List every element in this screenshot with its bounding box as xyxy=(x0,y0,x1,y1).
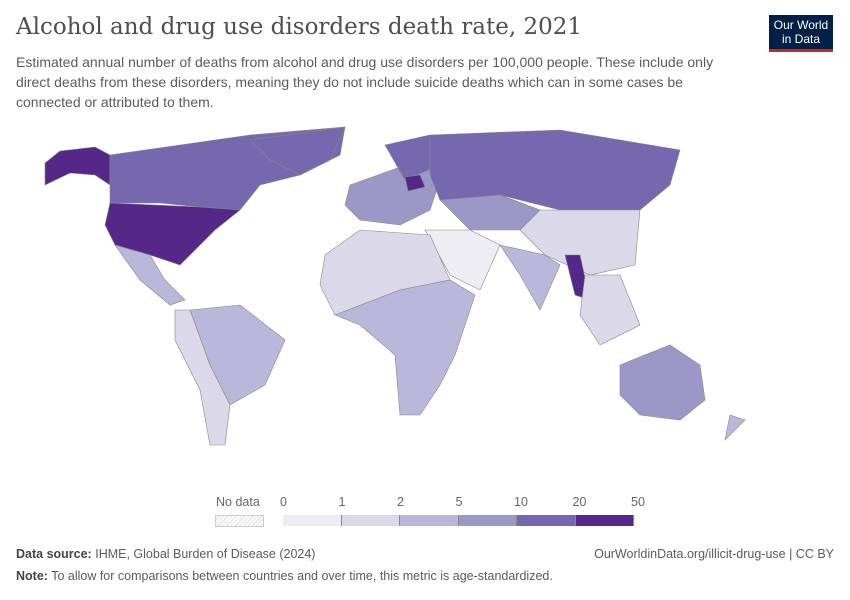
region-new-zealand[interactable] xyxy=(724,414,746,441)
legend-tick: 20 xyxy=(572,495,587,509)
source-label: Data source: xyxy=(16,547,92,561)
legend-tick: 2 xyxy=(397,495,404,509)
legend-no-data-label: No data xyxy=(216,495,260,509)
world-map[interactable] xyxy=(0,115,850,495)
source-text[interactable]: IHME, Global Burden of Disease (2024) xyxy=(95,547,316,561)
legend-bin[interactable] xyxy=(341,515,400,526)
legend-bin[interactable] xyxy=(400,515,459,526)
legend-bin[interactable] xyxy=(575,515,634,526)
legend: No data 0 1 2 5 10 20 50 xyxy=(0,495,850,535)
region-greenland[interactable] xyxy=(249,126,346,176)
logo-line-1: Our World xyxy=(773,18,829,32)
region-belarus[interactable] xyxy=(404,174,426,192)
logo-line-2: in Data xyxy=(781,32,821,46)
legend-tick: 10 xyxy=(514,495,528,509)
legend-tick: 1 xyxy=(338,495,346,509)
region-middle-east[interactable] xyxy=(424,229,501,291)
region-alaska[interactable] xyxy=(44,146,111,186)
legend-tick: 0 xyxy=(280,495,287,509)
legend-bin[interactable] xyxy=(458,515,517,526)
region-sub-saharan[interactable] xyxy=(334,279,476,416)
legend-tick: 5 xyxy=(455,495,463,509)
region-usa[interactable] xyxy=(104,202,241,266)
region-australia[interactable] xyxy=(619,344,706,421)
region-india[interactable] xyxy=(499,244,561,311)
source-url[interactable]: OurWorldinData.org/illicit-drug-use | CC… xyxy=(594,547,834,561)
region-se-asia[interactable] xyxy=(579,274,641,346)
chart-subtitle: Estimated annual number of deaths from a… xyxy=(16,54,714,110)
legend-bin[interactable] xyxy=(283,515,342,526)
note: Note: To allow for comparisons between c… xyxy=(16,569,553,583)
chart-title: Alcohol and drug use disorders death rat… xyxy=(16,14,582,40)
data-source: Data source: IHME, Global Burden of Dise… xyxy=(16,547,315,561)
legend-tick: 50 xyxy=(631,495,645,509)
note-text: To allow for comparisons between countri… xyxy=(51,569,553,583)
owid-logo[interactable]: Our World in Data xyxy=(769,15,833,52)
legend-no-data-swatch[interactable] xyxy=(215,515,264,527)
legend-bin[interactable] xyxy=(517,515,576,526)
note-label: Note: xyxy=(16,569,48,583)
region-mexico[interactable] xyxy=(114,244,186,306)
region-andes[interactable] xyxy=(174,309,231,446)
